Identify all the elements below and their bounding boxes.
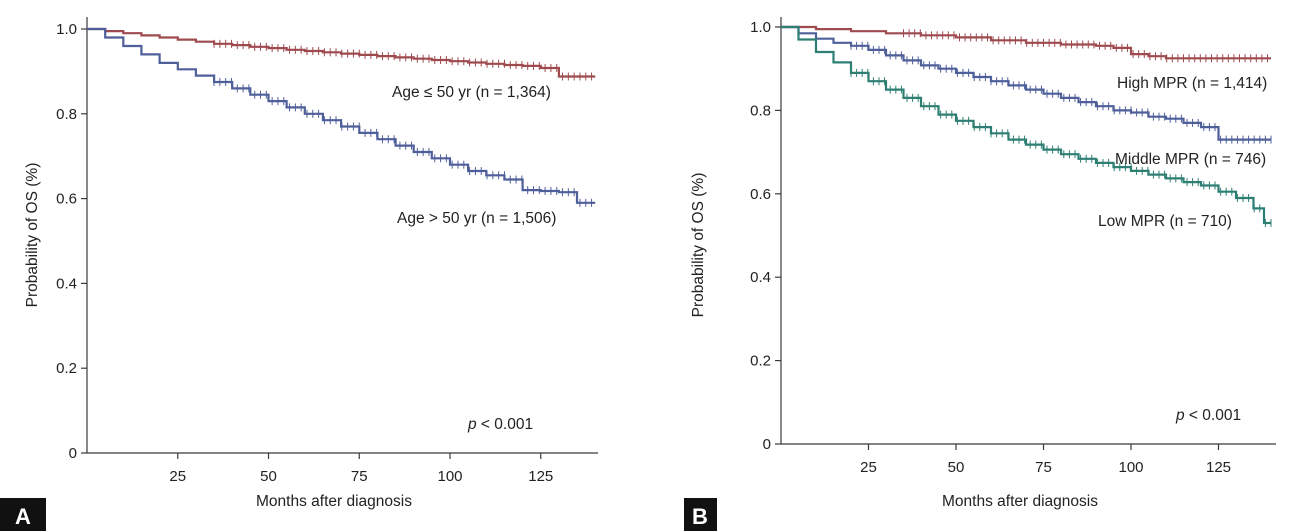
chart-panel-b: 25 50 75 100 125 0 0.2 0.4 0.6 0.8 1.0 Months aft… (684, 17, 1276, 531)
y-tick-label: 0.8 (750, 102, 771, 119)
x-tick-label: 100 (1118, 459, 1143, 476)
panel-label-box (0, 498, 46, 531)
y-tick-label: 0.8 (56, 106, 77, 123)
chart-panel-a: 25 50 75 100 125 0 0.2 0.4 0.6 0.8 1.0 Months aft… (0, 17, 598, 531)
series-line-0 (781, 25, 1271, 60)
series-label-age-gt-50: Age > 50 yr (n = 1,506) (397, 210, 556, 227)
p-value-annotation: p < 0.001 (1175, 407, 1241, 424)
y-ticks: 0 0.2 0.4 0.6 0.8 1.0 (56, 21, 87, 462)
x-ticks: 25 50 75 100 125 (860, 444, 1231, 476)
panel-label-a: A (15, 504, 31, 529)
y-tick-label: 0.4 (56, 275, 77, 292)
x-tick-label: 75 (351, 468, 368, 485)
p-value-annotation: p < 0.001 (467, 416, 533, 433)
x-tick-label: 125 (528, 468, 553, 485)
series-group (781, 25, 1272, 227)
y-tick-label: 0 (69, 445, 77, 462)
series-label-age-le-50: Age ≤ 50 yr (n = 1,364) (392, 84, 551, 101)
series-line-1 (87, 27, 596, 204)
series-line-0 (87, 27, 596, 78)
y-tick-label: 0 (763, 436, 771, 453)
x-ticks: 25 50 75 100 125 (169, 453, 553, 485)
series-label-low-mpr: Low MPR (n = 710) (1098, 213, 1232, 230)
x-axis-title: Months after diagnosis (942, 493, 1098, 510)
y-tick-label: 1.0 (56, 21, 77, 38)
y-ticks: 0 0.2 0.4 0.6 0.8 1.0 (750, 19, 781, 453)
series-label-middle-mpr: Middle MPR (n = 746) (1115, 151, 1266, 168)
panel-label-box (684, 498, 717, 531)
panel-label-b: B (692, 504, 708, 529)
y-tick-label: 0.2 (750, 353, 771, 370)
y-tick-label: 0.2 (56, 360, 77, 377)
y-tick-label: 0.4 (750, 269, 771, 286)
y-tick-label: 0.6 (750, 186, 771, 203)
y-axis-title: Probability of OS (%) (690, 173, 707, 318)
y-tick-label: 0.6 (56, 191, 77, 208)
x-tick-label: 75 (1035, 459, 1052, 476)
series-group (87, 27, 596, 207)
y-tick-label: 1.0 (750, 19, 771, 36)
x-tick-label: 50 (948, 459, 965, 476)
x-tick-label: 100 (437, 468, 462, 485)
x-tick-label: 50 (260, 468, 277, 485)
series-line-1 (781, 25, 1271, 141)
series-label-high-mpr: High MPR (n = 1,414) (1117, 75, 1267, 92)
x-axis-title: Months after diagnosis (256, 493, 412, 510)
x-tick-label: 125 (1206, 459, 1231, 476)
y-axis-title: Probability of OS (%) (24, 163, 41, 308)
series-line-2 (781, 25, 1271, 225)
x-tick-label: 25 (860, 459, 877, 476)
x-tick-label: 25 (169, 468, 186, 485)
